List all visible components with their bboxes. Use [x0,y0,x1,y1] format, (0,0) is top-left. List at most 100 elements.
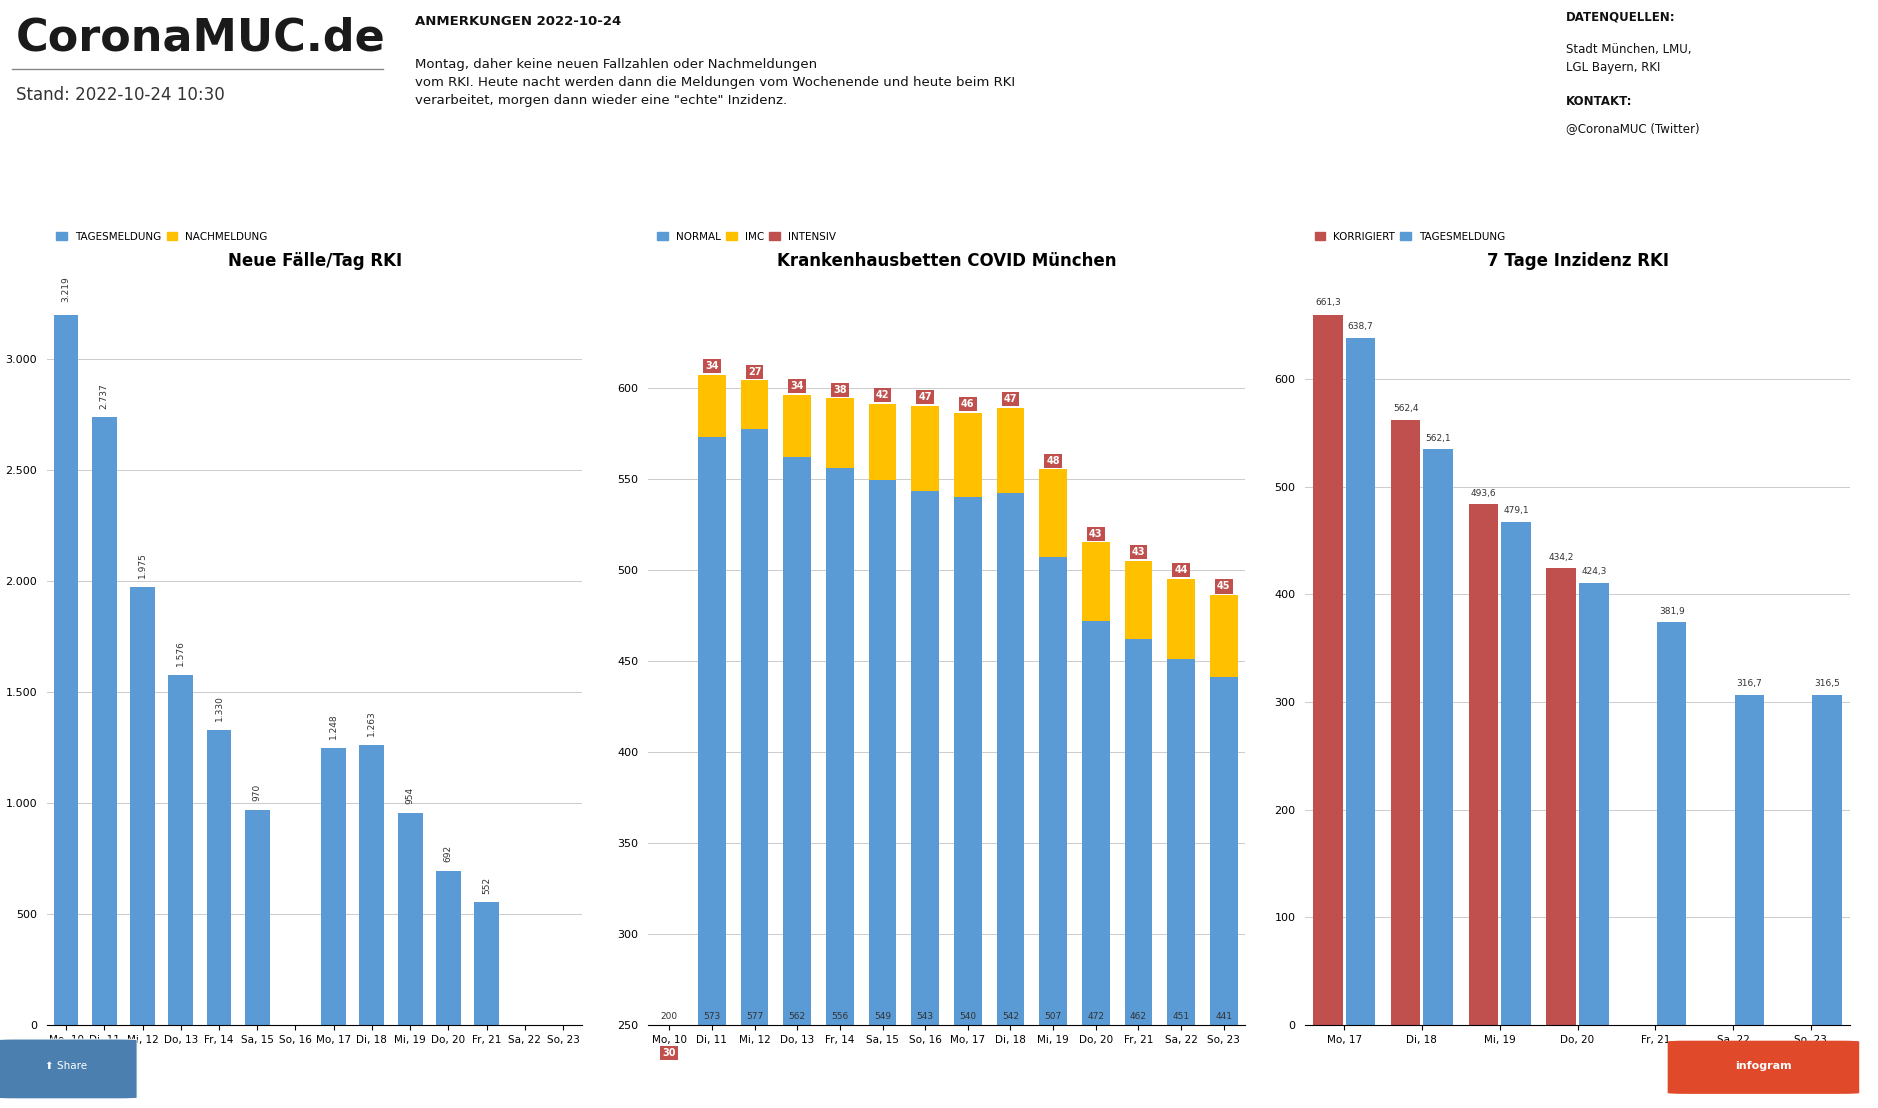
Text: 954: 954 [406,787,415,804]
Bar [1039,470,1067,557]
Text: 34: 34 [791,381,804,391]
Title: Neue Fälle/Tag RKI: Neue Fälle/Tag RKI [227,252,402,270]
Text: 577: 577 [746,1013,762,1022]
Text: KRANKENHAUSBETTEN COVID: KRANKENHAUSBETTEN COVID [1008,158,1183,168]
Bar [436,871,460,1025]
Text: 638,7: 638,7 [1348,322,1373,331]
Text: Gesamt: 2.283: Gesamt: 2.283 [430,283,509,293]
Legend: TAGESMELDUNG, NACHMELDUNG: TAGESMELDUNG, NACHMELDUNG [53,227,272,246]
Bar [997,493,1024,1108]
Text: 45: 45 [1162,199,1204,228]
Text: KONTAKT:: KONTAKT: [1566,95,1632,107]
Text: ⬆ Share: ⬆ Share [45,1061,86,1071]
Bar [783,456,811,1108]
Text: 540: 540 [960,1013,977,1022]
FancyBboxPatch shape [1668,1040,1859,1094]
Bar [398,813,423,1025]
Bar [870,481,896,1108]
Text: 493,6: 493,6 [1470,489,1497,497]
Text: 543: 543 [916,1013,933,1022]
Bar [911,406,939,491]
Legend: KORRIGIERT, TAGESMELDUNG: KORRIGIERT, TAGESMELDUNG [1311,227,1510,246]
Text: 451: 451 [1172,1013,1189,1022]
Bar [1392,420,1420,1025]
Bar [1125,639,1153,1108]
Bar [826,468,854,1108]
Bar [1168,578,1194,659]
Text: 970: 970 [254,783,261,801]
Text: 200: 200 [661,1013,678,1022]
Bar [473,902,500,1025]
Text: 1.975: 1.975 [137,552,146,577]
Text: 1.263: 1.263 [368,710,376,736]
Bar [911,491,939,1108]
Bar [699,437,725,1108]
Bar [1168,659,1194,1108]
Text: CoronaMUC.de: CoronaMUC.de [15,17,385,60]
Text: 424,3: 424,3 [1581,567,1606,576]
Text: 42: 42 [875,390,890,400]
Text: Stand: 2022-10-24 10:30: Stand: 2022-10-24 10:30 [15,86,225,104]
Text: 47: 47 [918,392,931,402]
Bar [1546,568,1576,1025]
Text: Quelle: CoronaMUC
LMU: 0,59 2022-10-20: Quelle: CoronaMUC LMU: 0,59 2022-10-20 [1350,269,1467,293]
Text: 562,4: 562,4 [1393,404,1418,413]
Legend: NORMAL, IMC, INTENSIV: NORMAL, IMC, INTENSIV [654,227,839,246]
Text: 1.248: 1.248 [329,714,338,739]
Title: Krankenhausbetten COVID München: Krankenhausbetten COVID München [777,252,1116,270]
Bar [740,430,768,1108]
Bar [1082,542,1110,620]
Text: REPRODUKTIONSWERT: REPRODUKTIONSWERT [1341,158,1476,168]
Text: 507: 507 [1044,1013,1061,1022]
Text: 13: 13 [1074,199,1117,228]
Text: 462: 462 [1131,1013,1147,1022]
Text: 1.576: 1.576 [177,640,186,666]
Text: Di-Sa, nicht nach
Feiertagen: Di-Sa, nicht nach Feiertagen [1677,269,1765,293]
Text: Made with: Made with [1626,1061,1681,1071]
Bar [1469,504,1499,1025]
Text: 38: 38 [834,384,847,394]
Bar [1812,695,1842,1025]
Bar [1501,522,1531,1025]
Text: 13.586: 13.586 [723,203,841,232]
Text: Stadt München, LMU,
LGL Bayern, RKI: Stadt München, LMU, LGL Bayern, RKI [1566,43,1692,74]
Text: INZIDENZ RKI: INZIDENZ RKI [1681,158,1762,168]
Text: 573: 573 [702,1013,721,1022]
Text: ANMERKUNGEN 2022-10-24: ANMERKUNGEN 2022-10-24 [415,16,622,29]
Text: 43: 43 [1089,529,1102,538]
Text: 2.737: 2.737 [100,382,109,409]
Text: INTENSIV: INTENSIV [1161,279,1206,289]
Text: 0,57: 0,57 [1371,203,1446,232]
Bar [699,375,725,437]
Text: 34: 34 [704,361,719,371]
Text: 1.330: 1.330 [214,695,223,721]
Text: infogram: infogram [1735,1061,1792,1071]
Bar [1347,338,1375,1025]
Bar [997,408,1024,493]
Bar [1735,695,1763,1025]
Text: Montag, daher keine neuen Fallzahlen oder Nachmeldungen
vom RKI. Heute nacht wer: Montag, daher keine neuen Fallzahlen ode… [415,58,1016,107]
Text: 472: 472 [1087,1013,1104,1022]
FancyBboxPatch shape [0,1039,137,1099]
Text: 441: 441 [1215,1013,1232,1022]
Bar [359,745,385,1025]
Text: 441: 441 [977,199,1040,228]
Bar [740,380,768,430]
Text: 552: 552 [483,876,492,893]
Text: TODESFÄLLE: TODESFÄLLE [432,158,507,168]
Text: 316,5: 316,5 [1673,203,1769,232]
Text: BESTÄTIGTE FÄLLE: BESTÄTIGTE FÄLLE [101,158,210,168]
Bar [954,496,982,1108]
Bar [1125,561,1153,639]
Text: 661,3: 661,3 [1315,298,1341,307]
Bar [655,1061,684,1108]
Text: 434,2: 434,2 [1549,553,1574,562]
Text: 542: 542 [1003,1013,1020,1022]
Text: Genesene: 673.636: Genesene: 673.636 [731,283,834,293]
Text: AKTUELL INFIZIERTE*: AKTUELL INFIZIERTE* [719,158,845,168]
Bar [244,810,270,1025]
Bar [321,748,346,1025]
Title: 7 Tage Inzidenz RKI: 7 Tage Inzidenz RKI [1487,252,1668,270]
Text: 27: 27 [747,367,761,377]
Bar [1579,583,1609,1025]
